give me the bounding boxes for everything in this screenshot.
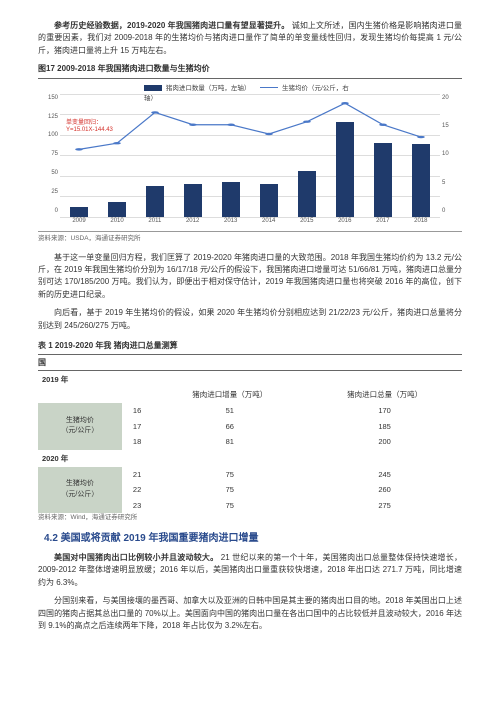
year-2019: 2019 年: [38, 371, 462, 388]
legend-bar-swatch: [144, 85, 162, 91]
para-2: 基于这一单变量回归方程，我们匡算了 2019-2020 年猪肉进口量的大致范围。…: [38, 252, 462, 302]
price-group-label: 生猪均价（元/公斤）: [38, 403, 122, 450]
table-cell: 260: [307, 482, 462, 498]
chart-line: [60, 94, 440, 217]
section-heading: 4.2 美国或将贡献 2019 年我国重要猪肉进口增量: [44, 531, 462, 547]
table-cell: 170: [307, 403, 462, 419]
chart-title: 图17 2009-2018 年我国猪肉进口数量与生猪均价: [38, 63, 462, 78]
legend-bar-label: 猪肉进口数量（万吨，左轴）: [166, 85, 251, 92]
table-cell: 245: [307, 467, 462, 483]
table-cell: 75: [152, 482, 307, 498]
table-cell: 185: [307, 419, 462, 435]
table-country: 国: [38, 357, 462, 370]
table-cell: 51: [152, 403, 307, 419]
table-source: 资料来源：Wind，海通证券研究所: [38, 513, 462, 523]
intro-bold: 参考历史经验数据，2019-2020 年我国猪肉进口量有望显著提升。: [54, 21, 289, 30]
col-tot: 猪肉进口总量（万吨）: [307, 387, 462, 403]
chart-plot: 单变量回归： Y=15.01X-144.43: [60, 94, 440, 217]
intro-para: 参考历史经验数据，2019-2020 年我国猪肉进口量有望显著提升。 诚如上文所…: [38, 20, 462, 57]
price-group-label: 生猪均价（元/公斤）: [38, 467, 122, 514]
combo-chart: 猪肉进口数量（万吨，左轴） 生猪均价（元/公斤，右轴） 150125100755…: [38, 82, 462, 232]
forecast-table: 2019 年 猪肉进口增量（万吨） 猪肉进口总量（万吨） 生猪均价（元/公斤）1…: [38, 371, 462, 514]
table-cell: 17: [122, 419, 152, 435]
para-3: 向后看，基于 2019 年生猪均价的假设，如果 2020 年生猪均价分别相应达到…: [38, 307, 462, 332]
para-4: 美国对中国猪肉出口比例较小并且波动较大。 21 世纪以来的第一个十年，美国猪肉出…: [38, 552, 462, 589]
table-cell: 21: [122, 467, 152, 483]
table-cell: 16: [122, 403, 152, 419]
col-inc: 猪肉进口增量（万吨）: [152, 387, 307, 403]
para4-bold: 美国对中国猪肉出口比例较小并且波动较大。: [54, 553, 218, 562]
table-cell: 75: [152, 498, 307, 514]
table-title: 表 1 2019-2020 年我 猪肉进口总量测算: [38, 340, 462, 355]
table-cell: 75: [152, 467, 307, 483]
para-5: 分国别来看，与美国接壤的墨西哥、加拿大以及亚洲的日韩中国是其主要的猪肉出口目的地…: [38, 595, 462, 632]
legend-line-swatch: [260, 87, 278, 88]
table-cell: 275: [307, 498, 462, 514]
chart-source: 资料来源：USDA，海通证券研究所: [38, 234, 462, 244]
table-cell: 18: [122, 434, 152, 450]
table-cell: 22: [122, 482, 152, 498]
table-cell: 66: [152, 419, 307, 435]
y-axis-left: 1501251007550250: [38, 94, 58, 217]
year-2020: 2020 年: [38, 450, 462, 467]
table-cell: 200: [307, 434, 462, 450]
table-cell: 81: [152, 434, 307, 450]
x-axis: 2009201020112012201320142015201620172018: [60, 217, 440, 231]
y-axis-right: 20151050: [442, 94, 462, 217]
table-cell: 23: [122, 498, 152, 514]
